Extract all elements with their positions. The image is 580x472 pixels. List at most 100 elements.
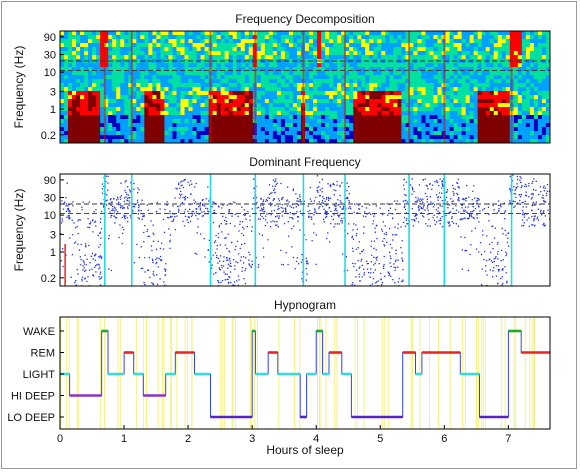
- data-point: [405, 219, 407, 221]
- data-point: [490, 251, 492, 253]
- data-point: [242, 226, 244, 229]
- data-point: [469, 215, 471, 218]
- data-point: [463, 209, 465, 211]
- data-point: [537, 219, 540, 221]
- data-point: [325, 204, 327, 207]
- data-point: [480, 253, 483, 256]
- data-point: [335, 205, 337, 207]
- data-point: [332, 183, 334, 185]
- data-point: [346, 269, 349, 271]
- data-point: [373, 240, 375, 242]
- data-point: [337, 204, 339, 206]
- data-point: [437, 210, 439, 212]
- data-point: [493, 209, 495, 211]
- data-point: [363, 272, 365, 274]
- data-point: [70, 276, 72, 278]
- data-point: [435, 194, 438, 196]
- data-point: [464, 249, 466, 252]
- data-point: [395, 266, 397, 269]
- data-point: [261, 207, 263, 210]
- data-point: [194, 252, 196, 254]
- data-point: [143, 282, 145, 284]
- data-point: [266, 200, 268, 202]
- data-point: [307, 205, 309, 207]
- data-point: [451, 221, 453, 223]
- data-point: [521, 185, 523, 187]
- data-point: [493, 237, 496, 239]
- data-point: [196, 232, 198, 234]
- data-point: [442, 210, 445, 213]
- data-point: [234, 213, 236, 215]
- data-point: [426, 207, 429, 209]
- data-point: [187, 221, 189, 224]
- data-point: [484, 250, 486, 253]
- data-point: [101, 192, 104, 194]
- data-point: [370, 240, 373, 242]
- data-point: [521, 225, 523, 227]
- data-point: [132, 206, 134, 208]
- data-point: [260, 197, 262, 199]
- data-point: [382, 265, 385, 267]
- data-point: [92, 274, 94, 276]
- data-point: [501, 249, 503, 251]
- data-point: [309, 209, 311, 212]
- data-point: [201, 215, 204, 217]
- data-point: [321, 191, 323, 193]
- data-point: [225, 237, 227, 239]
- data-point: [417, 206, 420, 209]
- data-point: [307, 210, 309, 213]
- data-point: [327, 183, 329, 185]
- data-point: [108, 234, 110, 237]
- data-point: [272, 185, 274, 187]
- data-point: [373, 264, 375, 266]
- data-point: [422, 179, 424, 181]
- data-point: [67, 205, 69, 207]
- data-point: [339, 185, 341, 188]
- data-point: [402, 268, 404, 271]
- data-point: [179, 193, 181, 195]
- x-tick-label: 4: [313, 433, 319, 445]
- data-point: [471, 230, 473, 232]
- data-point: [478, 206, 480, 208]
- data-point: [181, 202, 184, 204]
- data-point: [246, 225, 248, 228]
- data-point: [204, 256, 206, 258]
- data-point: [227, 259, 229, 261]
- data-point: [142, 267, 144, 269]
- data-point: [353, 211, 355, 213]
- data-point: [366, 260, 368, 262]
- data-point: [201, 211, 203, 213]
- data-point: [262, 217, 265, 220]
- panel1-ylabel: Frequency (Hz): [12, 46, 26, 129]
- data-point: [195, 214, 197, 217]
- data-point: [363, 226, 365, 228]
- data-point: [296, 200, 298, 202]
- data-point: [500, 277, 502, 280]
- data-point: [339, 195, 341, 197]
- data-point: [109, 202, 111, 205]
- data-point: [276, 224, 278, 226]
- data-point: [497, 258, 499, 260]
- data-point: [227, 267, 229, 269]
- data-point: [361, 276, 363, 278]
- data-point: [461, 204, 464, 206]
- data-point: [438, 192, 441, 194]
- data-point: [521, 219, 524, 221]
- spectrogram-streak: [130, 31, 133, 143]
- data-point: [151, 258, 154, 260]
- data-point: [346, 182, 348, 184]
- data-point: [137, 201, 139, 203]
- data-point: [270, 210, 273, 212]
- data-point: [429, 225, 431, 227]
- data-point: [421, 215, 424, 217]
- data-point: [463, 217, 465, 220]
- data-point: [522, 201, 524, 203]
- data-point: [513, 206, 515, 208]
- data-point: [369, 284, 372, 286]
- data-point: [241, 270, 243, 272]
- data-point: [475, 200, 478, 202]
- data-point: [269, 202, 272, 204]
- data-point: [402, 260, 404, 262]
- data-point: [436, 221, 438, 223]
- data-point: [177, 206, 179, 208]
